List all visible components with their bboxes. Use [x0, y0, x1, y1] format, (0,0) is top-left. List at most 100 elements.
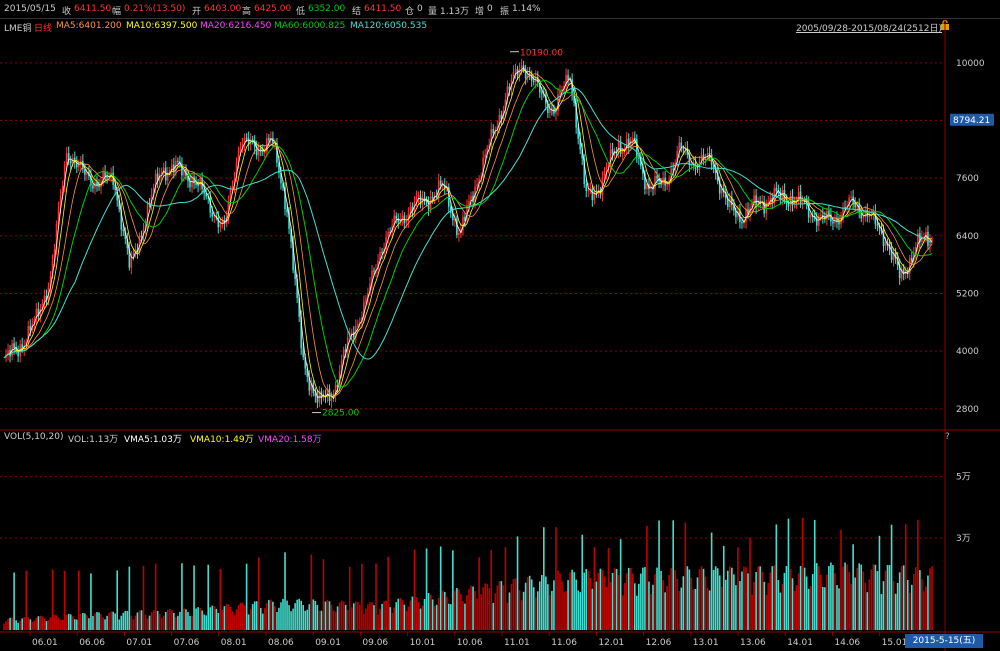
candle-body — [92, 185, 94, 189]
candle-body — [757, 200, 759, 208]
volume-bar — [684, 522, 687, 630]
volume-bar — [579, 592, 582, 630]
volume-bar — [836, 585, 838, 630]
volume-bar — [31, 621, 34, 630]
volume-bar — [864, 582, 867, 630]
volume-bar — [227, 604, 230, 630]
volume-bar — [213, 606, 216, 630]
candle-body — [405, 221, 408, 224]
volume-bar — [391, 612, 393, 630]
volume-bar — [700, 566, 703, 630]
candle-body — [577, 127, 579, 139]
volume-bar — [714, 566, 717, 630]
candle-body — [379, 251, 381, 261]
volume-bar — [102, 617, 104, 630]
volume-bar — [43, 618, 46, 630]
candle-body — [336, 384, 339, 388]
volume-bar — [156, 610, 159, 630]
volume-bar — [49, 617, 52, 630]
volume-bar — [739, 581, 741, 630]
candle-body — [142, 229, 145, 237]
ma120-label: MA120:6050.535 — [350, 21, 428, 31]
candle-body — [268, 138, 270, 140]
candle-body — [29, 325, 32, 330]
volume-bar — [104, 619, 106, 630]
candle-body — [557, 94, 559, 111]
volume-bar — [929, 568, 931, 630]
period-label[interactable]: 日线 — [34, 24, 53, 34]
vma20-label: VMA20:1.58万 — [258, 435, 322, 445]
candle-body — [603, 173, 606, 178]
volume-bar — [674, 570, 677, 630]
candle-body — [27, 325, 30, 343]
volume-bar — [140, 610, 143, 630]
volume-bar — [577, 590, 579, 630]
volume-bar — [731, 567, 733, 630]
candle-body — [237, 150, 240, 163]
candle-body — [365, 298, 367, 302]
candle-body — [213, 216, 216, 218]
volume-bar — [664, 592, 666, 630]
volume-bar — [670, 568, 672, 630]
candle-body — [888, 245, 891, 249]
volume-bar — [638, 583, 640, 630]
high-label: 高 — [242, 7, 252, 17]
volume-bar — [405, 610, 408, 630]
volume-bar — [435, 604, 438, 630]
volume-bar — [23, 617, 26, 630]
candle-body — [69, 160, 72, 164]
volume-bar — [369, 602, 371, 630]
volume-bar — [298, 598, 300, 630]
volume-bar — [830, 562, 832, 630]
ma-legend: LME铜 日线 MA5:6401.200 MA10:6397.500 MA20:… — [0, 18, 1000, 34]
volume-bar — [514, 578, 517, 630]
volume-bar — [896, 582, 899, 630]
volume-bar — [589, 578, 592, 630]
candle-body — [189, 181, 191, 188]
volume-bar — [486, 583, 489, 630]
volume-bar — [737, 547, 739, 630]
candle-body — [650, 187, 652, 190]
candle-body — [545, 94, 547, 104]
candle-body — [130, 255, 133, 268]
volume-bar — [245, 563, 248, 630]
candle-body — [259, 147, 262, 151]
volume-bar — [221, 609, 224, 630]
candle-body — [144, 224, 147, 230]
volume-bar — [807, 588, 810, 630]
candle-body — [832, 221, 834, 224]
candle-body — [532, 80, 535, 83]
candle-body — [338, 371, 341, 388]
candle-body — [415, 196, 418, 203]
candle-body — [769, 198, 772, 202]
volume-bar — [795, 585, 798, 630]
volume-bar — [480, 594, 482, 630]
candle-body — [745, 208, 747, 222]
volume-bar — [741, 571, 743, 630]
volume-bar — [106, 615, 108, 630]
candle-body — [512, 72, 515, 80]
volume-bar — [898, 572, 901, 630]
candle-body — [387, 232, 389, 238]
candle-body — [629, 140, 632, 148]
volume-bar — [177, 615, 179, 630]
volume-bar — [611, 572, 614, 630]
volume-bar — [648, 581, 650, 630]
candle-body — [765, 202, 768, 214]
candle-body — [492, 129, 495, 134]
volume-bar — [532, 587, 535, 630]
candle-body — [310, 383, 313, 391]
volume-bar — [530, 579, 533, 630]
volume-bar — [61, 619, 64, 630]
candle-body — [593, 191, 596, 201]
candle-body — [910, 257, 913, 262]
help-icon[interactable]: ? — [945, 432, 950, 442]
candle-body — [357, 323, 359, 326]
volume-bar — [173, 612, 175, 630]
candle-body — [676, 151, 679, 163]
ma20-line — [3, 73, 933, 396]
ma20-label: MA20:6216.450 — [200, 21, 272, 31]
volume-bar — [850, 583, 852, 630]
volume-bar — [53, 614, 56, 630]
